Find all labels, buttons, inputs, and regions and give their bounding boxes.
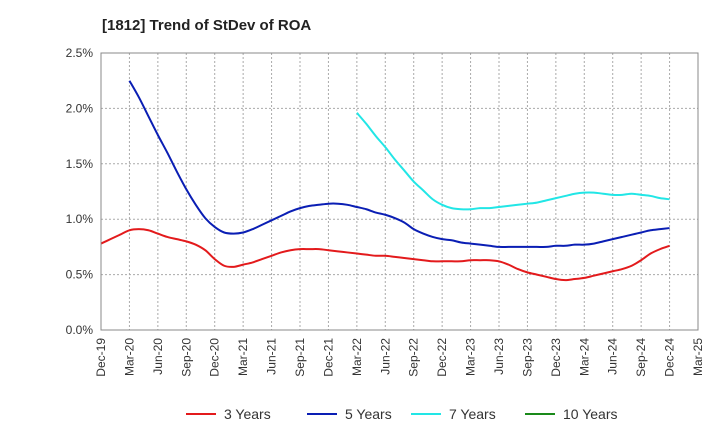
x-tick-label: Jun-21 [265,338,279,375]
x-tick-label: Sep-24 [634,338,648,377]
x-tick-label: Dec-24 [663,338,677,377]
legend: 3 Years 5 Years 7 Years 10 Years [186,406,618,422]
legend-label-10-years: 10 Years [563,406,618,422]
series-line-7-years [356,112,670,211]
legend-label-3-years: 3 Years [224,406,271,422]
x-tick-label: Dec-20 [208,338,222,377]
y-tick-label: 1.0% [66,212,94,226]
series-line-3-years [100,228,670,282]
x-axis-ticks: Dec-19 Mar-20 Jun-20 Sep-20 Dec-20 Mar-21 Jun-… [94,338,705,377]
y-tick-label: 0.5% [66,268,94,282]
legend-label-5-years: 5 Years [345,406,392,422]
legend-label-7-years: 7 Years [449,406,496,422]
x-tick-label: Dec-19 [94,338,108,377]
chart-title: [1812] Trend of StDev of ROA [102,17,311,34]
y-tick-label: 2.0% [66,101,94,115]
x-tick-label: Mar-22 [350,338,364,376]
x-tick-label: Dec-22 [435,338,449,377]
y-axis-ticks: 0.0% 0.5% 1.0% 1.5% 2.0% 2.5% [66,46,94,337]
x-tick-label: Jun-20 [151,338,165,375]
grid-lines [100,52,699,331]
x-tick-label: Sep-21 [293,338,307,377]
x-tick-label: Mar-25 [691,338,705,376]
plot-frame [100,52,699,331]
x-tick-label: Mar-20 [122,338,136,376]
x-tick-label: Jun-23 [492,338,506,375]
series-line-5-years [128,80,670,248]
x-tick-label: Sep-23 [520,338,534,377]
x-tick-label: Mar-24 [577,338,591,376]
x-tick-label: Mar-23 [464,338,478,376]
x-tick-label: Mar-21 [236,338,250,376]
x-tick-label: Dec-21 [321,338,335,377]
y-tick-label: 2.5% [66,46,94,60]
y-tick-label: 1.5% [66,157,94,171]
x-tick-label: Jun-22 [378,338,392,375]
y-tick-label: 0.0% [66,323,94,337]
series-lines [100,80,670,282]
x-tick-label: Jun-24 [606,338,620,375]
x-tick-label: Sep-22 [407,338,421,377]
x-tick-label: Dec-23 [549,338,563,377]
x-tick-label: Sep-20 [179,338,193,377]
